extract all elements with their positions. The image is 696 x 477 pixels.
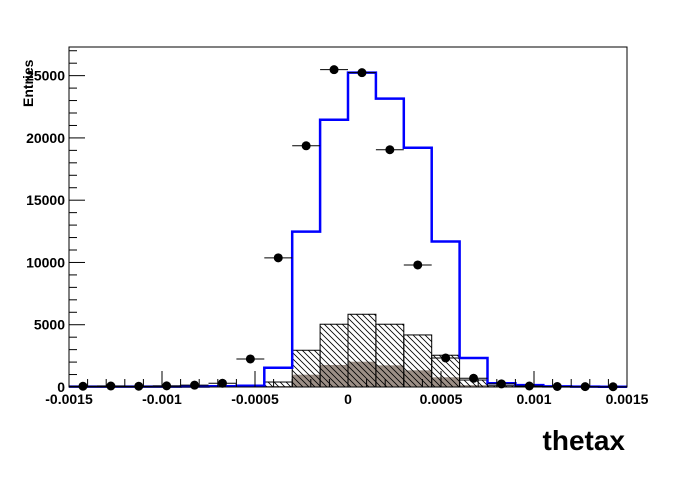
x-tick-label: -0.0015 [45, 391, 93, 407]
data-point [441, 353, 450, 362]
data-point [469, 374, 478, 383]
y-tick-label: 15000 [26, 192, 65, 208]
data-point [357, 68, 366, 77]
data-point [134, 382, 143, 391]
data-point [246, 354, 255, 363]
y-axis-label: Entries [20, 59, 36, 107]
hatched-bar [264, 382, 292, 387]
y-tick-label: 10000 [26, 254, 65, 270]
data-point [218, 379, 227, 388]
y-tick-label: 20000 [26, 130, 65, 146]
y-tick-label: 5000 [34, 317, 65, 333]
data-point [78, 382, 87, 391]
data-point [302, 141, 311, 150]
data-point [525, 382, 534, 391]
x-tick-label: 0 [344, 391, 352, 407]
data-point [385, 145, 394, 154]
data-point [274, 253, 283, 262]
data-point [106, 382, 115, 391]
x-tick-label: 0.001 [516, 391, 551, 407]
data-point [162, 381, 171, 390]
x-tick-label: 0.0005 [420, 391, 463, 407]
data-point [330, 65, 339, 74]
hatched-bar [292, 350, 320, 387]
data-point [413, 260, 422, 269]
x-tick-label: 0.0015 [606, 391, 649, 407]
hatched-bar [320, 324, 348, 387]
hatched-bar [404, 335, 432, 387]
hatched-bar [348, 314, 376, 387]
x-tick-label: -0.001 [142, 391, 182, 407]
y-tick-label: 0 [57, 379, 65, 395]
data-point [190, 381, 199, 390]
x-axis-label: thetax [543, 425, 626, 456]
x-tick-label: -0.0005 [231, 391, 279, 407]
hatched-bar [376, 324, 404, 387]
